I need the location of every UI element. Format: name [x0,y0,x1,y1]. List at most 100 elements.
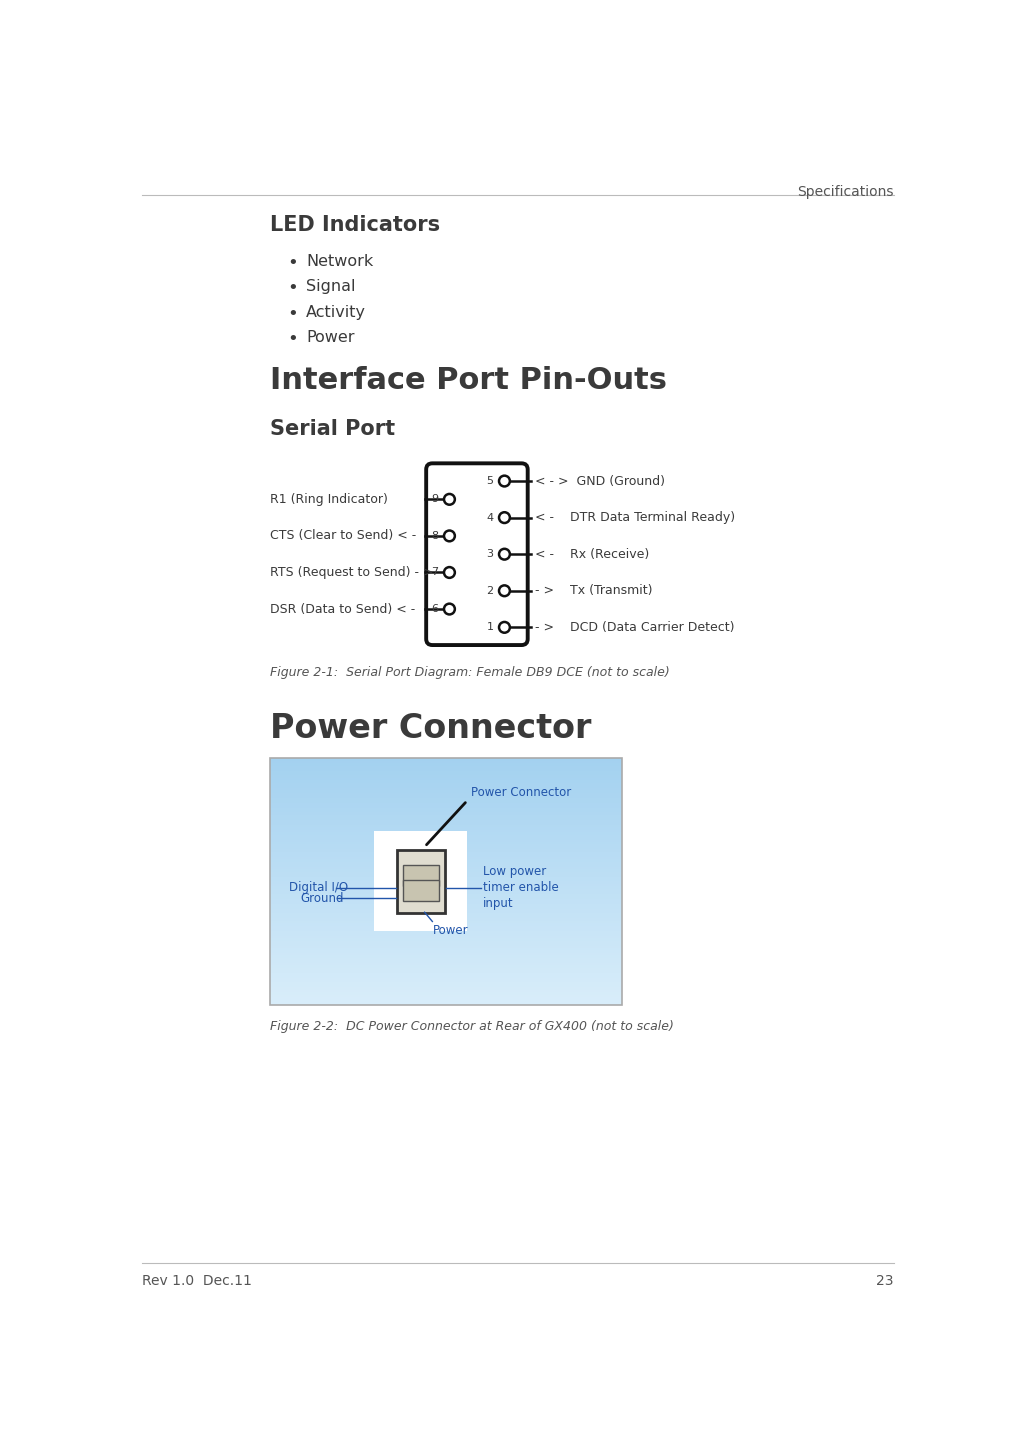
FancyBboxPatch shape [403,865,438,885]
Bar [270,891,622,894]
Bar [270,916,622,919]
Bar [270,820,622,822]
Bar [270,842,622,845]
Bar [270,887,622,888]
Bar [270,854,622,857]
Bar [270,897,622,898]
Bar [270,849,622,852]
Bar [270,911,622,913]
Bar [270,818,622,820]
Text: Power: Power [306,330,355,345]
Text: Figure 2-1:  Serial Port Diagram: Female DB9 DCE (not to scale): Figure 2-1: Serial Port Diagram: Female … [270,666,670,679]
Bar [270,995,622,998]
Bar [270,939,622,940]
Text: < - >  GND (Ground): < - > GND (Ground) [534,474,665,487]
Bar [270,829,622,832]
Text: 6: 6 [431,604,438,614]
Bar [270,880,622,881]
Bar [270,812,622,815]
Bar [270,998,622,999]
Bar [270,978,622,981]
Bar [270,946,622,947]
Bar [270,953,622,956]
Text: •: • [288,280,298,297]
Bar [270,770,622,773]
Bar [270,985,622,988]
Circle shape [499,476,510,486]
Text: < -    Rx (Receive): < - Rx (Receive) [534,548,648,561]
Bar [270,947,622,950]
Bar [270,800,622,803]
Bar [270,894,622,897]
Bar [270,773,622,776]
Bar [270,790,622,793]
Bar [270,815,622,818]
Bar [270,957,622,960]
Bar [270,923,622,926]
Text: 3: 3 [487,549,494,559]
Bar [270,933,622,936]
Text: Power Connector: Power Connector [270,712,591,746]
Text: Signal: Signal [306,280,356,294]
Bar [270,846,622,849]
Bar [270,857,622,859]
Bar [270,888,622,891]
Bar [270,968,622,970]
Bar [270,982,622,985]
Bar [270,766,622,769]
Bar [270,988,622,989]
Text: DSR (Data to Send) < -: DSR (Data to Send) < - [270,603,415,616]
Bar [270,965,622,968]
Bar [270,936,622,939]
Bar [270,797,622,800]
Bar [270,859,622,862]
Bar [270,919,622,921]
Bar [270,828,622,829]
Text: R1 (Ring Indicator): R1 (Ring Indicator) [270,493,388,506]
FancyBboxPatch shape [426,463,527,645]
Bar [375,832,468,932]
Bar [270,803,622,805]
Bar [270,867,622,870]
Bar [270,943,622,946]
Text: 7: 7 [431,568,438,577]
FancyBboxPatch shape [403,880,438,901]
Bar [270,845,622,846]
Text: LED Indicators: LED Indicators [270,215,439,235]
Text: - >    Tx (Transmit): - > Tx (Transmit) [534,584,652,597]
Bar [270,761,622,763]
Bar [270,930,622,933]
Bar [270,877,622,880]
Bar [270,963,622,965]
Text: 1: 1 [487,623,494,633]
Bar [270,975,622,978]
Text: Specifications: Specifications [797,185,894,199]
Text: •: • [288,330,298,348]
Text: RTS (Request to Send) - >: RTS (Request to Send) - > [270,565,433,580]
Bar [270,822,622,825]
Bar [270,970,622,972]
Bar [270,852,622,854]
Text: Network: Network [306,254,374,268]
Bar [270,981,622,982]
Text: Digital I/O: Digital I/O [289,881,348,894]
Bar [270,862,622,864]
Bar [270,871,622,874]
Bar [270,780,622,783]
Bar [270,950,622,953]
Bar [270,956,622,957]
Bar [270,783,622,786]
Bar [270,758,622,761]
Text: 5: 5 [487,476,494,486]
Bar [270,808,622,810]
Text: 4: 4 [487,512,494,522]
Bar [270,870,622,871]
Bar [270,992,622,995]
Bar [270,929,622,930]
Text: Ground: Ground [301,893,344,906]
Bar [270,972,622,975]
Bar [270,999,622,1002]
Bar [270,901,622,904]
Bar [270,864,622,867]
Bar [270,776,622,777]
